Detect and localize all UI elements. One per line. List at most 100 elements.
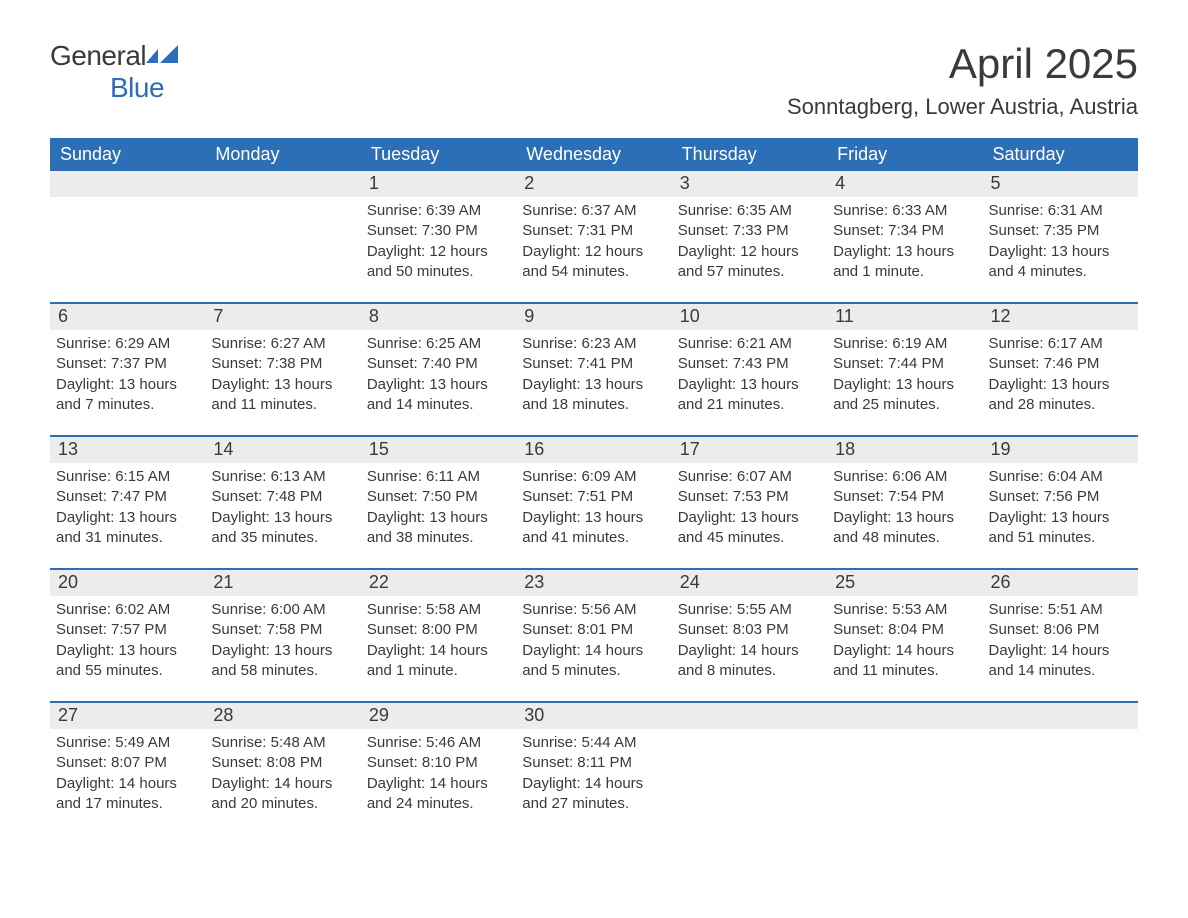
day-number: 23 [516, 570, 671, 596]
daylight-text: Daylight: 12 hours and 54 minutes. [522, 242, 665, 283]
day-number: 18 [827, 437, 982, 463]
sunset-text: Sunset: 8:08 PM [211, 753, 354, 773]
day-number: 9 [516, 304, 671, 330]
day-number: 6 [50, 304, 205, 330]
day-number [205, 171, 360, 197]
calendar-day: 5Sunrise: 6:31 AMSunset: 7:35 PMDaylight… [983, 171, 1138, 292]
sunset-text: Sunset: 7:57 PM [56, 620, 199, 640]
day-number: 7 [205, 304, 360, 330]
sunset-text: Sunset: 8:06 PM [989, 620, 1132, 640]
sunset-text: Sunset: 8:01 PM [522, 620, 665, 640]
calendar-day [672, 703, 827, 824]
sunrise-text: Sunrise: 6:25 AM [367, 334, 510, 354]
daylight-text: Daylight: 13 hours and 4 minutes. [989, 242, 1132, 283]
day-number: 4 [827, 171, 982, 197]
week-row: 27Sunrise: 5:49 AMSunset: 8:07 PMDayligh… [50, 701, 1138, 824]
day-number: 21 [205, 570, 360, 596]
calendar-day: 21Sunrise: 6:00 AMSunset: 7:58 PMDayligh… [205, 570, 360, 691]
day-body: Sunrise: 5:49 AMSunset: 8:07 PMDaylight:… [50, 729, 205, 824]
sunset-text: Sunset: 7:46 PM [989, 354, 1132, 374]
calendar-day: 28Sunrise: 5:48 AMSunset: 8:08 PMDayligh… [205, 703, 360, 824]
daylight-text: Daylight: 13 hours and 25 minutes. [833, 375, 976, 416]
calendar-day: 15Sunrise: 6:11 AMSunset: 7:50 PMDayligh… [361, 437, 516, 558]
day-body: Sunrise: 6:23 AMSunset: 7:41 PMDaylight:… [516, 330, 671, 425]
calendar: SundayMondayTuesdayWednesdayThursdayFrid… [50, 138, 1138, 824]
sunrise-text: Sunrise: 6:19 AM [833, 334, 976, 354]
sunrise-text: Sunrise: 5:51 AM [989, 600, 1132, 620]
week-row: 13Sunrise: 6:15 AMSunset: 7:47 PMDayligh… [50, 435, 1138, 558]
day-number: 1 [361, 171, 516, 197]
calendar-day: 6Sunrise: 6:29 AMSunset: 7:37 PMDaylight… [50, 304, 205, 425]
daylight-text: Daylight: 13 hours and 7 minutes. [56, 375, 199, 416]
day-number: 5 [983, 171, 1138, 197]
sunrise-text: Sunrise: 6:09 AM [522, 467, 665, 487]
day-body: Sunrise: 5:58 AMSunset: 8:00 PMDaylight:… [361, 596, 516, 691]
calendar-day: 7Sunrise: 6:27 AMSunset: 7:38 PMDaylight… [205, 304, 360, 425]
day-number: 17 [672, 437, 827, 463]
day-number [827, 703, 982, 729]
day-number: 19 [983, 437, 1138, 463]
day-number [672, 703, 827, 729]
daylight-text: Daylight: 13 hours and 58 minutes. [211, 641, 354, 682]
sunset-text: Sunset: 7:35 PM [989, 221, 1132, 241]
calendar-day: 3Sunrise: 6:35 AMSunset: 7:33 PMDaylight… [672, 171, 827, 292]
weekday-header: Thursday [672, 138, 827, 171]
calendar-day: 13Sunrise: 6:15 AMSunset: 7:47 PMDayligh… [50, 437, 205, 558]
calendar-day: 22Sunrise: 5:58 AMSunset: 8:00 PMDayligh… [361, 570, 516, 691]
day-body: Sunrise: 6:25 AMSunset: 7:40 PMDaylight:… [361, 330, 516, 425]
day-body [827, 729, 982, 743]
top-bar: General Blue April 2025 Sonntagberg, Low… [50, 40, 1138, 120]
day-body: Sunrise: 6:37 AMSunset: 7:31 PMDaylight:… [516, 197, 671, 292]
daylight-text: Daylight: 14 hours and 11 minutes. [833, 641, 976, 682]
day-body: Sunrise: 5:53 AMSunset: 8:04 PMDaylight:… [827, 596, 982, 691]
sunset-text: Sunset: 7:54 PM [833, 487, 976, 507]
daylight-text: Daylight: 14 hours and 5 minutes. [522, 641, 665, 682]
day-body: Sunrise: 6:19 AMSunset: 7:44 PMDaylight:… [827, 330, 982, 425]
flag-icon [146, 40, 180, 72]
sunrise-text: Sunrise: 6:31 AM [989, 201, 1132, 221]
daylight-text: Daylight: 13 hours and 1 minute. [833, 242, 976, 283]
weekday-header: Friday [827, 138, 982, 171]
day-number: 27 [50, 703, 205, 729]
day-body [205, 197, 360, 211]
sunrise-text: Sunrise: 5:49 AM [56, 733, 199, 753]
calendar-day: 14Sunrise: 6:13 AMSunset: 7:48 PMDayligh… [205, 437, 360, 558]
sunset-text: Sunset: 7:37 PM [56, 354, 199, 374]
brand-word-2: Blue [110, 72, 164, 103]
day-body: Sunrise: 6:27 AMSunset: 7:38 PMDaylight:… [205, 330, 360, 425]
sunrise-text: Sunrise: 6:35 AM [678, 201, 821, 221]
day-body: Sunrise: 6:13 AMSunset: 7:48 PMDaylight:… [205, 463, 360, 558]
calendar-day: 20Sunrise: 6:02 AMSunset: 7:57 PMDayligh… [50, 570, 205, 691]
sunrise-text: Sunrise: 6:06 AM [833, 467, 976, 487]
sunrise-text: Sunrise: 5:53 AM [833, 600, 976, 620]
day-body: Sunrise: 6:31 AMSunset: 7:35 PMDaylight:… [983, 197, 1138, 292]
month-title: April 2025 [787, 40, 1138, 88]
day-number: 16 [516, 437, 671, 463]
sunset-text: Sunset: 7:40 PM [367, 354, 510, 374]
daylight-text: Daylight: 13 hours and 21 minutes. [678, 375, 821, 416]
calendar-day [205, 171, 360, 292]
sunset-text: Sunset: 8:10 PM [367, 753, 510, 773]
weekday-header: Sunday [50, 138, 205, 171]
day-number: 20 [50, 570, 205, 596]
daylight-text: Daylight: 14 hours and 24 minutes. [367, 774, 510, 815]
sunrise-text: Sunrise: 6:23 AM [522, 334, 665, 354]
calendar-day: 2Sunrise: 6:37 AMSunset: 7:31 PMDaylight… [516, 171, 671, 292]
day-body: Sunrise: 5:48 AMSunset: 8:08 PMDaylight:… [205, 729, 360, 824]
day-number: 2 [516, 171, 671, 197]
week-row: 20Sunrise: 6:02 AMSunset: 7:57 PMDayligh… [50, 568, 1138, 691]
day-body: Sunrise: 6:35 AMSunset: 7:33 PMDaylight:… [672, 197, 827, 292]
day-body: Sunrise: 6:39 AMSunset: 7:30 PMDaylight:… [361, 197, 516, 292]
daylight-text: Daylight: 14 hours and 20 minutes. [211, 774, 354, 815]
day-number [983, 703, 1138, 729]
calendar-day [50, 171, 205, 292]
sunset-text: Sunset: 7:43 PM [678, 354, 821, 374]
daylight-text: Daylight: 14 hours and 1 minute. [367, 641, 510, 682]
day-body: Sunrise: 6:07 AMSunset: 7:53 PMDaylight:… [672, 463, 827, 558]
daylight-text: Daylight: 13 hours and 45 minutes. [678, 508, 821, 549]
day-body: Sunrise: 5:46 AMSunset: 8:10 PMDaylight:… [361, 729, 516, 824]
sunset-text: Sunset: 8:00 PM [367, 620, 510, 640]
sunset-text: Sunset: 7:53 PM [678, 487, 821, 507]
calendar-day: 29Sunrise: 5:46 AMSunset: 8:10 PMDayligh… [361, 703, 516, 824]
sunrise-text: Sunrise: 5:46 AM [367, 733, 510, 753]
